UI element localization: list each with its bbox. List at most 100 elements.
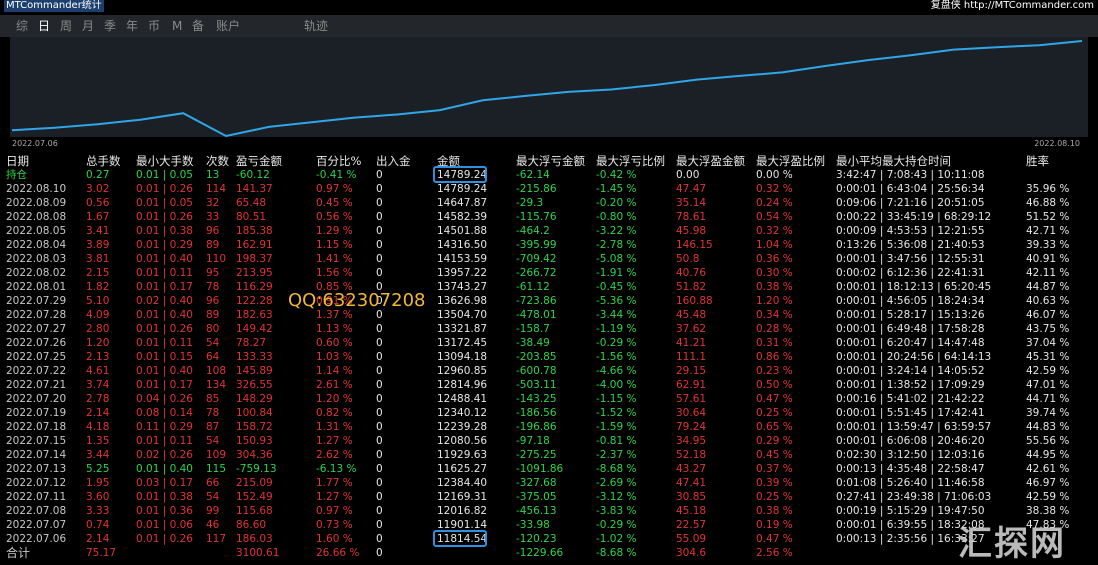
cell: 0.02 | 0.26 bbox=[136, 449, 193, 461]
cell: 14647.87 bbox=[437, 197, 488, 209]
cell: -203.85 bbox=[516, 351, 557, 363]
cell: 54 bbox=[206, 491, 220, 503]
cell: 2022.07.08 bbox=[6, 505, 67, 517]
cell: 0 bbox=[376, 491, 383, 503]
tab[interactable]: 综 bbox=[16, 19, 29, 33]
cell: -3.12 % bbox=[596, 491, 637, 503]
cell: 50.8 bbox=[676, 253, 700, 265]
highlight-box bbox=[433, 166, 487, 183]
cell: -0.29 % bbox=[596, 337, 637, 349]
cell: 78.27 bbox=[236, 337, 267, 349]
cell: -0.45 % bbox=[596, 281, 637, 293]
cell: 213.95 bbox=[236, 267, 273, 279]
cell: 47.01 % bbox=[1026, 379, 1070, 391]
column-header: 百分比% bbox=[316, 154, 362, 168]
cell: 30.85 bbox=[676, 491, 707, 503]
cell: 146.15 bbox=[676, 239, 713, 251]
tab[interactable]: 月 bbox=[82, 19, 95, 33]
cell: 0 bbox=[376, 533, 383, 545]
cell: -4.66 % bbox=[596, 365, 637, 377]
cell: 0.31 % bbox=[756, 337, 793, 349]
cell: 12080.56 bbox=[437, 435, 488, 447]
tab[interactable]: 账户 bbox=[216, 19, 241, 33]
tab[interactable]: 年 bbox=[126, 19, 139, 33]
cell: 1.20 % bbox=[756, 295, 793, 307]
cell: 11814.54 bbox=[437, 533, 488, 545]
cell: 4.09 bbox=[86, 309, 110, 321]
cell: 0.25 % bbox=[756, 407, 793, 419]
cell: 34.95 bbox=[676, 435, 707, 447]
end-date: 2022.08.10 bbox=[1034, 139, 1080, 148]
column-header: 次数 bbox=[206, 154, 229, 168]
tab[interactable]: 备 bbox=[192, 19, 205, 33]
cell: 55.56 % bbox=[1026, 435, 1070, 447]
cell: 44.95 % bbox=[1026, 449, 1070, 461]
cell: 99 bbox=[206, 505, 220, 517]
cell: 0.01 | 0.26 bbox=[136, 211, 193, 223]
cell: 0 bbox=[376, 267, 383, 279]
cell: 35.96 % bbox=[1026, 183, 1070, 195]
cell: 65.48 bbox=[236, 197, 267, 209]
cell: 44.83 % bbox=[1026, 421, 1070, 433]
cell: 12239.28 bbox=[437, 421, 488, 433]
logo-watermark: 汇探网 bbox=[958, 524, 1066, 564]
cell: -709.42 bbox=[516, 253, 557, 265]
tab[interactable]: M bbox=[172, 19, 183, 33]
cell: 304.36 bbox=[236, 449, 273, 461]
tab[interactable]: 币 bbox=[148, 19, 161, 33]
cell: 44.71 % bbox=[1026, 393, 1070, 405]
tab[interactable]: 周 bbox=[60, 19, 73, 33]
cell: 0:00:01 | 3:24:14 | 14:05:52 bbox=[836, 365, 985, 377]
cell: 0.02 | 0.40 bbox=[136, 295, 193, 307]
cell: -600.78 bbox=[516, 365, 557, 377]
cell: -1.56 % bbox=[596, 351, 637, 363]
cell: 0.01 | 0.36 bbox=[136, 505, 193, 517]
cell: -3.22 % bbox=[596, 225, 637, 237]
cell: 2.61 % bbox=[316, 379, 353, 391]
cell: 111.1 bbox=[676, 351, 707, 363]
cell: 141.37 bbox=[236, 183, 273, 195]
cell: 0.01 | 0.17 bbox=[136, 379, 193, 391]
cell: 145.89 bbox=[236, 365, 273, 377]
cell: 1.13 % bbox=[316, 323, 353, 335]
cell: -143.25 bbox=[516, 393, 557, 405]
tab[interactable]: 季 bbox=[104, 19, 117, 33]
cell: -97.18 bbox=[516, 435, 550, 447]
cell: 1.35 bbox=[86, 435, 110, 447]
cell: 89 bbox=[206, 239, 220, 251]
equity-line bbox=[11, 40, 1083, 138]
cell: 0 bbox=[376, 239, 383, 251]
cell: 85 bbox=[206, 393, 220, 405]
tab[interactable]: 轨迹 bbox=[304, 19, 329, 33]
tab[interactable]: 日 bbox=[38, 19, 51, 33]
site-link[interactable]: 复盘侠 http://MTCommander.com bbox=[930, 0, 1094, 11]
cell: 0 bbox=[376, 351, 383, 363]
cell: 0:00:22 | 33:45:19 | 68:29:12 bbox=[836, 211, 992, 223]
cell: 2022.07.13 bbox=[6, 463, 67, 475]
cell: 57.61 bbox=[676, 393, 707, 405]
cell: 11625.27 bbox=[437, 463, 488, 475]
cell: 1.41 % bbox=[316, 253, 353, 265]
cell: 0.39 % bbox=[756, 477, 793, 489]
cell: 0:00:01 | 13:59:47 | 63:59:57 bbox=[836, 421, 992, 433]
cell: 45.48 bbox=[676, 309, 707, 321]
cell: 64 bbox=[206, 351, 220, 363]
cell: 0.01 | 0.05 bbox=[136, 197, 193, 209]
cell: 0.45 % bbox=[316, 197, 353, 209]
cell: 45.18 bbox=[676, 505, 707, 517]
cell: 0.01 | 0.05 bbox=[136, 169, 193, 181]
cell: 13 bbox=[206, 169, 220, 181]
cell: 115.68 bbox=[236, 505, 273, 517]
cell: 2022.08.08 bbox=[6, 211, 67, 223]
cell: 14153.59 bbox=[437, 253, 488, 265]
cell: -33.98 bbox=[516, 519, 550, 531]
cell: 0.56 bbox=[86, 197, 110, 209]
cell: -29.3 bbox=[516, 197, 544, 209]
cell: 0 bbox=[376, 309, 383, 321]
cell: 0.30 % bbox=[756, 267, 793, 279]
cell: 0:00:19 | 5:15:29 | 19:47:50 bbox=[836, 505, 985, 517]
cell: 0.01 | 0.11 bbox=[136, 435, 193, 447]
cell: 0.47 % bbox=[756, 393, 793, 405]
cell: 0.08 | 0.14 bbox=[136, 407, 193, 419]
